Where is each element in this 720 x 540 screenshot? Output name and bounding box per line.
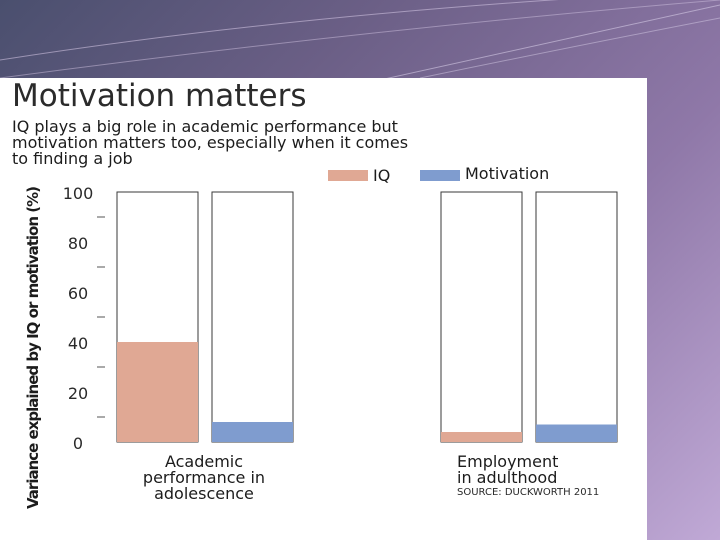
bar-frame-1-iq xyxy=(441,192,522,442)
legend-label-motivation: Motivation xyxy=(465,164,549,183)
legend-swatch-motivation xyxy=(420,170,460,181)
bar-0-motivation xyxy=(212,422,293,442)
y-tick-label-20: 20 xyxy=(68,384,88,403)
bar-frame-1-motivation xyxy=(536,192,617,442)
category-label-0-line-3: adolescence xyxy=(154,484,254,503)
bar-1-motivation xyxy=(536,425,617,443)
chart-title: Motivation matters xyxy=(12,78,307,114)
y-tick-label-100: 100 xyxy=(63,184,94,203)
legend-label-iq: IQ xyxy=(373,166,390,185)
y-tick-label-40: 40 xyxy=(68,334,88,353)
legend: IQ Motivation xyxy=(328,164,549,185)
y-tick-label-60: 60 xyxy=(68,284,88,303)
bars xyxy=(117,192,617,442)
legend-swatch-iq xyxy=(328,170,368,181)
bar-1-iq xyxy=(441,432,522,442)
bar-frame-0-motivation xyxy=(212,192,293,442)
y-tick-label-0: 0 xyxy=(73,434,83,453)
chart-subtitle-line-3: to finding a job xyxy=(12,149,133,168)
source-note: SOURCE: DUCKWORTH 2011 xyxy=(457,487,599,498)
slide-card: Motivation matters IQ plays a big role i… xyxy=(0,78,647,540)
y-axis-label: Variance explained by IQ or motivation (… xyxy=(24,187,42,509)
category-label-1-line-2: in adulthood xyxy=(457,468,557,487)
y-tick-label-80: 80 xyxy=(68,234,88,253)
y-axis: 0 20 40 60 80 100 xyxy=(63,184,105,453)
bar-chart: Motivation matters IQ plays a big role i… xyxy=(0,78,647,540)
bar-0-iq xyxy=(117,342,198,442)
